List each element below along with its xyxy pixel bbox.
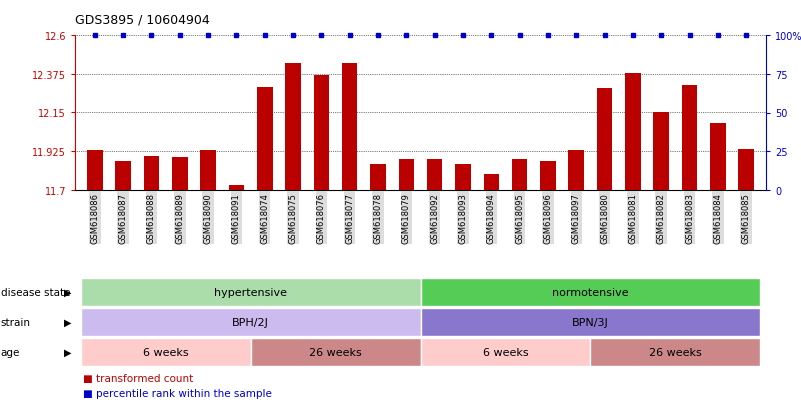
Text: BPH/2J: BPH/2J bbox=[232, 317, 269, 327]
Bar bbox=[739, 150, 754, 190]
Bar bbox=[115, 161, 131, 190]
Text: GSM618076: GSM618076 bbox=[317, 192, 326, 244]
Text: 6 weeks: 6 weeks bbox=[483, 347, 529, 357]
Bar bbox=[200, 151, 216, 190]
Bar bbox=[172, 158, 187, 190]
Bar bbox=[399, 159, 414, 190]
Bar bbox=[597, 89, 613, 190]
Text: GSM618095: GSM618095 bbox=[515, 192, 524, 243]
Text: GSM618093: GSM618093 bbox=[458, 192, 468, 243]
Bar bbox=[540, 161, 556, 190]
Text: GSM618094: GSM618094 bbox=[487, 192, 496, 243]
Text: 6 weeks: 6 weeks bbox=[143, 347, 188, 357]
Text: ■ percentile rank within the sample: ■ percentile rank within the sample bbox=[83, 388, 272, 398]
Text: GSM618078: GSM618078 bbox=[373, 192, 383, 244]
Bar bbox=[484, 175, 499, 190]
Text: hypertensive: hypertensive bbox=[214, 287, 287, 297]
Text: GSM618087: GSM618087 bbox=[119, 192, 127, 244]
Text: age: age bbox=[1, 347, 20, 357]
Bar bbox=[257, 88, 272, 190]
Text: GSM618074: GSM618074 bbox=[260, 192, 269, 243]
Bar bbox=[314, 76, 329, 190]
Text: GSM618092: GSM618092 bbox=[430, 192, 439, 243]
Bar bbox=[370, 165, 386, 190]
Bar bbox=[228, 185, 244, 190]
Text: GSM618097: GSM618097 bbox=[572, 192, 581, 243]
Text: normotensive: normotensive bbox=[552, 287, 629, 297]
Text: strain: strain bbox=[1, 317, 30, 327]
Text: 26 weeks: 26 weeks bbox=[649, 347, 702, 357]
Text: 26 weeks: 26 weeks bbox=[309, 347, 362, 357]
Text: GSM618096: GSM618096 bbox=[543, 192, 553, 243]
Text: GSM618082: GSM618082 bbox=[657, 192, 666, 243]
Text: GSM618085: GSM618085 bbox=[742, 192, 751, 243]
Bar bbox=[682, 86, 698, 190]
Bar bbox=[143, 156, 159, 190]
Text: GSM618090: GSM618090 bbox=[203, 192, 212, 243]
Bar bbox=[512, 159, 527, 190]
Bar bbox=[569, 151, 584, 190]
Bar bbox=[710, 123, 726, 190]
Bar bbox=[87, 151, 103, 190]
Text: GSM618084: GSM618084 bbox=[714, 192, 723, 243]
Text: GSM618077: GSM618077 bbox=[345, 192, 354, 244]
Text: GSM618088: GSM618088 bbox=[147, 192, 156, 244]
Bar bbox=[342, 64, 357, 190]
Text: GSM618080: GSM618080 bbox=[600, 192, 609, 243]
Text: disease state: disease state bbox=[1, 287, 70, 297]
Text: GDS3895 / 10604904: GDS3895 / 10604904 bbox=[75, 13, 210, 26]
Text: GSM618089: GSM618089 bbox=[175, 192, 184, 243]
Bar bbox=[427, 159, 442, 190]
Bar bbox=[455, 165, 471, 190]
Text: GSM618075: GSM618075 bbox=[288, 192, 297, 243]
Text: GSM618086: GSM618086 bbox=[91, 192, 99, 244]
Text: ▶: ▶ bbox=[63, 287, 71, 297]
Bar bbox=[654, 113, 669, 190]
Text: BPN/3J: BPN/3J bbox=[572, 317, 609, 327]
Text: GSM618079: GSM618079 bbox=[402, 192, 411, 243]
Text: ▶: ▶ bbox=[63, 347, 71, 357]
Bar bbox=[285, 64, 301, 190]
Text: GSM618081: GSM618081 bbox=[629, 192, 638, 243]
Text: GSM618083: GSM618083 bbox=[685, 192, 694, 244]
Text: ▶: ▶ bbox=[63, 317, 71, 327]
Text: ■ transformed count: ■ transformed count bbox=[83, 373, 193, 384]
Bar bbox=[625, 74, 641, 190]
Text: GSM618091: GSM618091 bbox=[232, 192, 241, 243]
